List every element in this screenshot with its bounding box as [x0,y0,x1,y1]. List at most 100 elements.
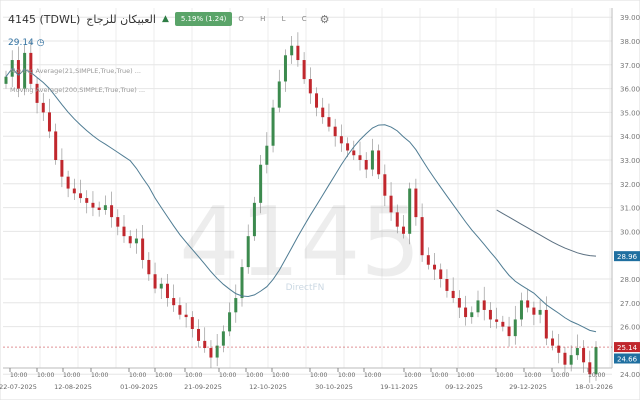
y-tick-label: 26.00 [620,324,640,332]
candle-body [439,269,443,279]
price-tag [614,342,640,353]
candle-body [557,345,561,353]
x-time-label: 10:00 [155,372,172,379]
x-time-label: 10:00 [37,372,54,379]
candle-body [358,155,362,160]
candle-body [184,314,188,318]
candle-body [29,52,33,84]
price-tag [614,251,640,262]
candle-body [265,145,269,165]
candle-body [79,193,83,199]
x-date-label: 12-10-2025 [249,383,287,391]
company-name: العبيكان للزجاج [86,12,156,26]
candle-body [526,300,530,308]
candle-body [333,126,337,137]
y-tick-label: 38.00 [620,38,640,46]
price-tag-label: 24.66 [617,355,638,363]
x-time-label: 10:00 [524,372,541,379]
candle-body [563,352,567,365]
x-date-label: 09-12-2025 [445,383,483,391]
candle-body [575,348,579,356]
x-time-label: 10:00 [552,372,569,379]
change-badge: 5.19% (1.24) [174,12,233,26]
candle-body [4,76,8,84]
candle-body [408,188,412,234]
y-tick-label: 34.00 [620,133,640,141]
x-date-label: 29-12-2025 [509,383,547,391]
candle-body [197,328,201,341]
candle-body [141,238,145,260]
candle-body [352,150,356,156]
x-date-label: 30-10-2025 [315,383,353,391]
ma21-line [5,67,597,333]
candle-body [290,45,294,56]
x-date-label: 12-08-2025 [54,383,92,391]
candle-body [321,107,325,118]
candle-body [221,331,225,346]
y-tick-label: 30.00 [620,228,640,236]
candle-body [364,160,368,170]
candle-body [445,279,449,291]
candle-body [190,317,194,329]
candle-body [377,150,381,175]
candle-body [209,348,213,358]
x-time-label: 10:00 [588,372,605,379]
y-tick-label: 27.00 [620,300,640,308]
indicator-more[interactable]: ... [138,86,146,94]
indicator-ma21[interactable]: Moving Average(21,SIMPLE,True,True) ... [10,67,141,75]
candle-body [103,205,107,210]
candle-body [246,236,250,268]
candle-body [327,117,331,127]
candle-body [370,150,374,170]
x-time-label: 10:00 [91,372,108,379]
candle-body [234,298,238,313]
x-time-label: 10:00 [219,372,236,379]
x-time-label: 10:00 [457,372,474,379]
indicator-ma200[interactable]: Moving Average(200,SIMPLE,True,True) ... [10,86,145,94]
candle-body [172,298,176,306]
candle-body [252,202,256,237]
candle-body [488,309,492,320]
candle-body [426,255,430,265]
candle-body [110,205,114,218]
candle-body [66,176,70,189]
x-time-label: 10:00 [404,372,421,379]
candle-body [582,348,586,363]
candle-body [476,300,480,313]
candle-body [283,55,287,82]
gear-icon[interactable]: ⚙ [319,12,330,26]
candle-body [308,79,312,94]
candle-body [85,198,89,203]
candle-body [134,238,138,244]
candle-body [594,347,598,375]
price-tag-label: 25.14 [617,344,638,352]
candle-body [513,319,517,337]
price-tag [614,353,640,364]
candle-body [482,300,486,310]
brand-watermark: DirectFN [286,283,325,293]
watermark: 4145 [179,188,421,298]
y-tick-label: 32.00 [620,181,640,189]
chart-header: 4145 (TDWL) العبيكان للزجاج ▲ 5.19% (1.2… [8,12,330,26]
x-time-label: 10:00 [431,372,448,379]
candle-body [277,81,281,108]
indicator-more[interactable]: ... [134,67,141,75]
candle-body [519,300,523,320]
candle-body [228,312,232,332]
x-time-label: 10:00 [364,372,381,379]
candle-body [215,345,219,358]
ohlc-labels: O H L C [238,15,314,23]
x-time-label: 10:00 [496,372,513,379]
y-tick-label: 36.00 [620,86,640,94]
x-date-label: 21-09-2025 [184,383,222,391]
y-tick-label: 37.00 [620,62,640,70]
indicator-label: Moving Average(21,SIMPLE,True,True) [10,67,133,75]
x-date-label: 19-11-2025 [380,383,418,391]
candle-body [538,309,542,315]
x-time-label: 10:00 [272,372,289,379]
y-tick-label: 24.00 [620,371,640,379]
last-price-value: 29.14 [8,38,34,48]
candle-body [315,93,319,108]
candle-body [532,307,536,315]
